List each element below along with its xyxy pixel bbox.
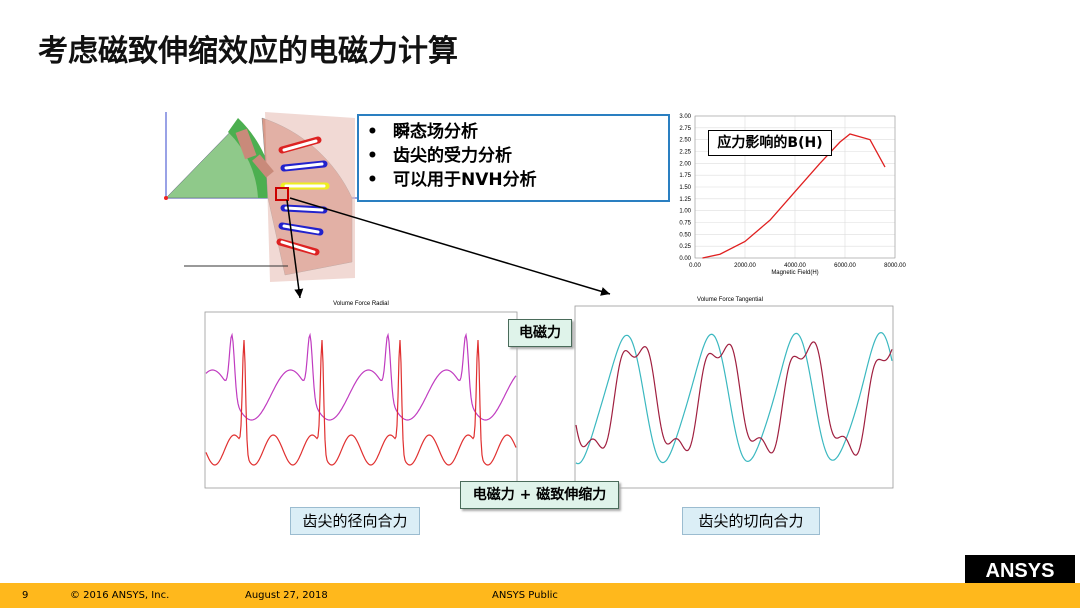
bh-curve — [702, 133, 886, 259]
date: August 27, 2018 — [245, 590, 328, 601]
y-tick-label: 2.50 — [679, 138, 691, 144]
page-number: 9 — [22, 590, 29, 601]
slide-title: 考虑磁致伸缩效应的电磁力计算 — [38, 34, 458, 69]
y-tick-label: 0.50 — [679, 232, 691, 238]
y-tick-label: 0.75 — [679, 221, 691, 227]
y-tick-label: 1.50 — [679, 185, 691, 191]
radial-plot: Volume Force Radial — [204, 301, 518, 489]
motor-model — [164, 112, 360, 282]
chart-label: 应力影响的B(H) — [708, 130, 832, 156]
y-tick-label: 1.25 — [679, 197, 691, 203]
classification: ANSYS Public — [492, 590, 558, 601]
copyright: © 2016 ANSYS, Inc. — [70, 590, 170, 601]
y-tick-label: 2.00 — [679, 161, 691, 167]
callout: 电磁力 — [508, 319, 572, 347]
y-tick-label: 1.00 — [679, 209, 691, 215]
y-tick-label: 2.25 — [679, 150, 691, 156]
plot-frame — [694, 115, 896, 259]
y-tick-label: 0.00 — [679, 256, 691, 262]
x-tick-label: 0.00 — [689, 263, 701, 269]
plot-title: Volume Force Tangential — [697, 297, 763, 303]
caption: 齿尖的径向合力 — [290, 507, 420, 535]
bullet: 瞬态场分析 — [359, 120, 668, 144]
x-axis-label: Magnetic Field(H) — [771, 270, 818, 276]
x-tick-label: 4000.00 — [784, 263, 806, 269]
bullet: 可以用于NVH分析 — [359, 168, 668, 192]
plot-title: Volume Force Radial — [333, 301, 389, 307]
y-tick-label: 2.75 — [679, 126, 691, 132]
x-tick-label: 6000.00 — [834, 263, 856, 269]
logo: ANSYS — [986, 560, 1055, 582]
y-tick-label: 0.25 — [679, 244, 691, 250]
callout: 电磁力 + 磁致伸缩力 — [460, 481, 619, 509]
y-tick-label: 1.75 — [679, 173, 691, 179]
bullet-list: 瞬态场分析 齿尖的受力分析 可以用于NVH分析 — [357, 114, 670, 202]
bullet: 齿尖的受力分析 — [359, 144, 668, 168]
caption: 齿尖的切向合力 — [682, 507, 820, 535]
y-tick-label: 3.00 — [679, 114, 691, 120]
tangential-plot: Volume Force Tangential — [574, 297, 894, 489]
x-tick-label: 8000.00 — [884, 263, 906, 269]
footer: 9 © 2016 ANSYS, Inc. August 27, 2018 ANS… — [0, 583, 1080, 608]
x-tick-label: 2000.00 — [734, 263, 756, 269]
